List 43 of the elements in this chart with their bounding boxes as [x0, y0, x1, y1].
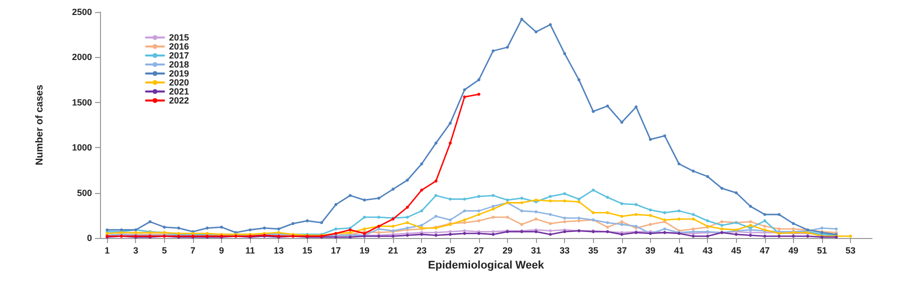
legend-label: 2022 — [169, 96, 190, 106]
x-tick-label: 19 — [359, 246, 370, 256]
x-tick-label: 35 — [588, 246, 598, 256]
x-tick-label: 29 — [502, 246, 512, 256]
x-tick-label: 21 — [388, 246, 398, 256]
x-tick-label: 43 — [702, 246, 713, 256]
x-tick-label: 31 — [531, 246, 542, 256]
x-tick-label: 25 — [445, 246, 456, 256]
legend-label: 2020 — [169, 78, 190, 88]
x-tick-label: 23 — [416, 246, 427, 256]
legend-label: 2016 — [169, 42, 190, 52]
y-tick-label: 2500 — [72, 7, 92, 17]
y-tick-label: 1500 — [72, 97, 92, 108]
y-tick-label: 2000 — [72, 52, 92, 62]
x-tick-label: 7 — [190, 246, 196, 256]
x-tick-label: 39 — [645, 246, 656, 256]
legend-label: 2019 — [169, 68, 190, 78]
x-tick-label: 41 — [674, 246, 684, 256]
legend-label: 2017 — [169, 50, 190, 60]
legend-label: 2015 — [169, 32, 190, 42]
y-tick-label: 1000 — [72, 142, 92, 153]
x-tick-label: 47 — [760, 246, 770, 256]
x-tick-label: 33 — [560, 246, 570, 256]
x-axis-title: Epidemiological Week — [428, 260, 545, 272]
legend-label: 2021 — [169, 86, 190, 96]
x-tick-label: 17 — [330, 246, 341, 256]
y-tick-label: 0 — [86, 233, 92, 243]
x-tick-label: 15 — [302, 246, 312, 256]
x-tick-label: 37 — [616, 246, 627, 256]
x-tick-label: 11 — [245, 246, 255, 256]
x-tick-label: 13 — [274, 246, 284, 256]
y-tick-label: 500 — [76, 188, 92, 198]
x-tick-label: 27 — [474, 246, 484, 256]
x-tick-label: 51 — [816, 246, 827, 256]
x-tick-label: 1 — [104, 246, 110, 256]
x-tick-label: 45 — [731, 246, 742, 256]
x-tick-label: 3 — [133, 246, 138, 256]
x-tick-label: 53 — [846, 246, 856, 256]
x-tick-label: 9 — [219, 246, 224, 256]
x-tick-label: 49 — [788, 246, 798, 256]
x-tick-label: 5 — [162, 246, 167, 256]
legend-label: 2018 — [169, 60, 190, 70]
y-axis-title: Number of cases — [34, 84, 46, 166]
